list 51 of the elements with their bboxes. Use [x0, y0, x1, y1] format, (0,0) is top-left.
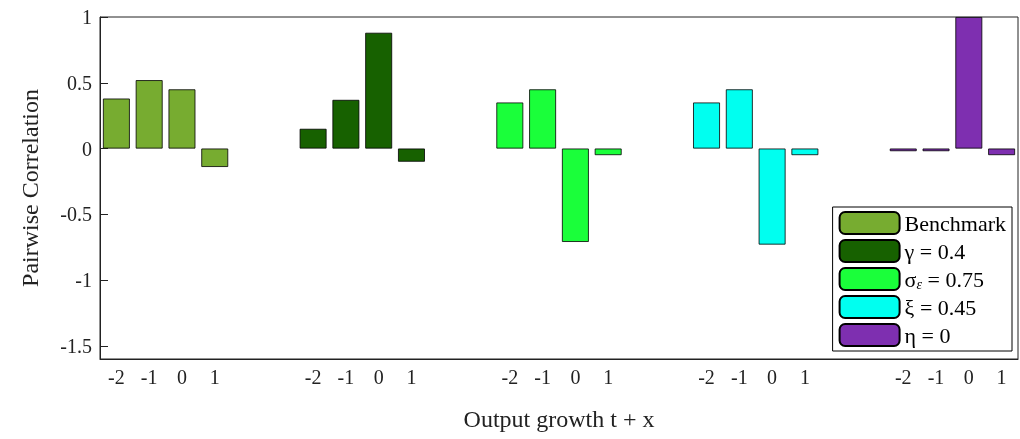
bar	[168, 89, 196, 149]
x-tick-label: 0	[373, 366, 384, 388]
legend-label: ξ = 0.45	[904, 294, 977, 320]
y-tick-label: -1	[75, 269, 92, 292]
y-tick-label: -1.5	[60, 334, 92, 357]
x-tick-label: -1	[927, 366, 945, 388]
x-axis-title: Output growth t + x	[463, 406, 655, 432]
bar	[496, 102, 524, 149]
bar	[529, 89, 557, 149]
legend-label: σε = 0.75	[904, 266, 984, 292]
bar	[332, 99, 360, 149]
bar	[988, 148, 1016, 156]
x-tick-label: -1	[337, 366, 355, 388]
x-tick-label: -2	[894, 366, 912, 388]
y-tick-label: -0.5	[60, 203, 92, 226]
y-tick-label: 0.5	[67, 71, 92, 94]
x-tick-label: -1	[534, 366, 551, 388]
legend-label: γ = 0.4	[903, 238, 966, 264]
bar	[299, 128, 327, 149]
x-tick-label: 0	[176, 366, 187, 388]
legend-label: Benchmark	[904, 210, 1006, 236]
bar	[725, 89, 753, 149]
x-tick-label: 1	[996, 366, 1007, 388]
x-tick-label: 0	[963, 366, 974, 388]
x-tick-label: -1	[140, 366, 158, 388]
y-axis-title: Pairwise Correlation	[17, 89, 43, 287]
x-tick-label: 0	[767, 366, 778, 388]
bar	[955, 17, 983, 149]
bar	[561, 148, 589, 242]
x-tick-label: 1	[603, 366, 614, 388]
x-tick-label: -2	[108, 366, 125, 388]
bar	[693, 102, 720, 149]
bar	[758, 148, 786, 245]
bar	[594, 148, 622, 156]
bar	[365, 32, 393, 149]
x-tick-label: -1	[730, 366, 748, 388]
x-tick-label: 1	[799, 366, 810, 388]
x-tick-label: -2	[698, 366, 715, 388]
y-tick-label: 0	[82, 137, 92, 160]
bar	[135, 80, 163, 149]
x-tick-label: 1	[209, 366, 220, 388]
x-tick-label: 1	[406, 366, 417, 388]
x-tick-label: 0	[570, 366, 581, 388]
bar	[398, 148, 425, 162]
bar	[102, 98, 130, 149]
bar	[791, 148, 819, 156]
bar	[201, 148, 229, 167]
x-tick-label: -2	[304, 366, 322, 388]
x-tick-label: -2	[501, 366, 519, 388]
y-tick-label: 1	[82, 6, 92, 28]
legend-label: η = 0	[904, 322, 951, 348]
